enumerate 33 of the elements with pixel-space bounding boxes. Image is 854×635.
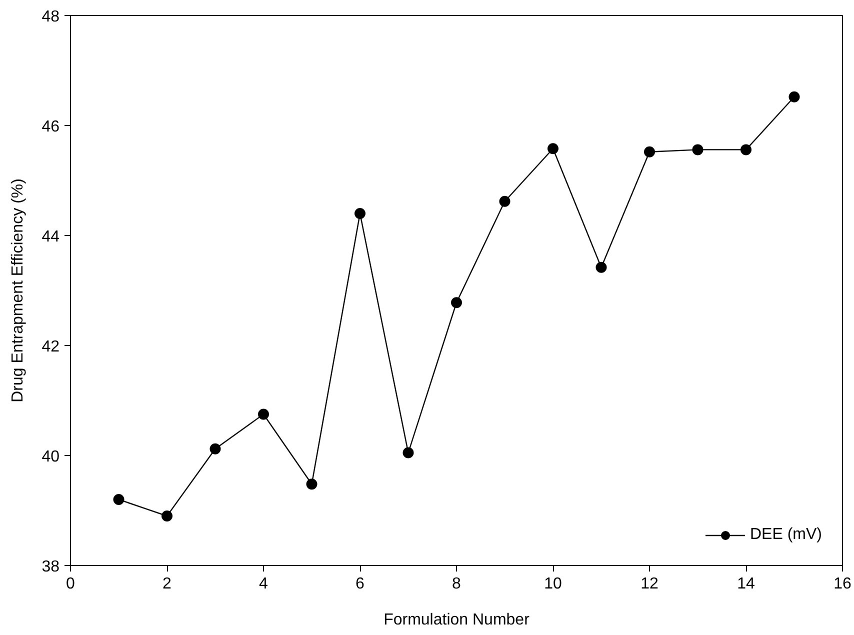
y-tick-label: 46	[42, 118, 60, 136]
point	[113, 494, 124, 505]
legend-label: DEE (mV)	[750, 526, 822, 544]
y-tick-label: 40	[42, 448, 60, 466]
x-tick-label: 8	[452, 576, 462, 592]
point	[402, 447, 414, 458]
y-tick-label: 48	[42, 8, 60, 26]
point	[258, 408, 269, 420]
x-tick-label: 6	[356, 576, 365, 592]
point	[210, 443, 221, 454]
point	[306, 478, 318, 490]
point	[788, 91, 800, 102]
point	[596, 262, 607, 273]
x-tick-label: 4	[259, 576, 268, 592]
x-tick-label: 10	[544, 576, 562, 592]
x-tick-label: 0	[66, 576, 76, 592]
point	[740, 144, 752, 156]
point	[692, 144, 704, 156]
point	[354, 208, 366, 219]
x-axis-title: Formulation Number	[384, 612, 530, 628]
point	[499, 196, 510, 207]
x-tick-label: 16	[834, 576, 852, 592]
y-axis-title: Drug Entrapment Efficiency (%)	[10, 178, 27, 402]
point	[548, 143, 558, 154]
point	[644, 146, 655, 158]
y-tick-label: 44	[42, 228, 60, 246]
x-tick-label: 2	[162, 576, 172, 592]
y-tick-label: 38	[42, 558, 60, 576]
x-tick-label: 14	[737, 576, 755, 592]
x-tick-label: 12	[640, 576, 658, 592]
point	[162, 510, 172, 522]
y-tick-label: 42	[42, 338, 60, 356]
point	[451, 297, 462, 308]
